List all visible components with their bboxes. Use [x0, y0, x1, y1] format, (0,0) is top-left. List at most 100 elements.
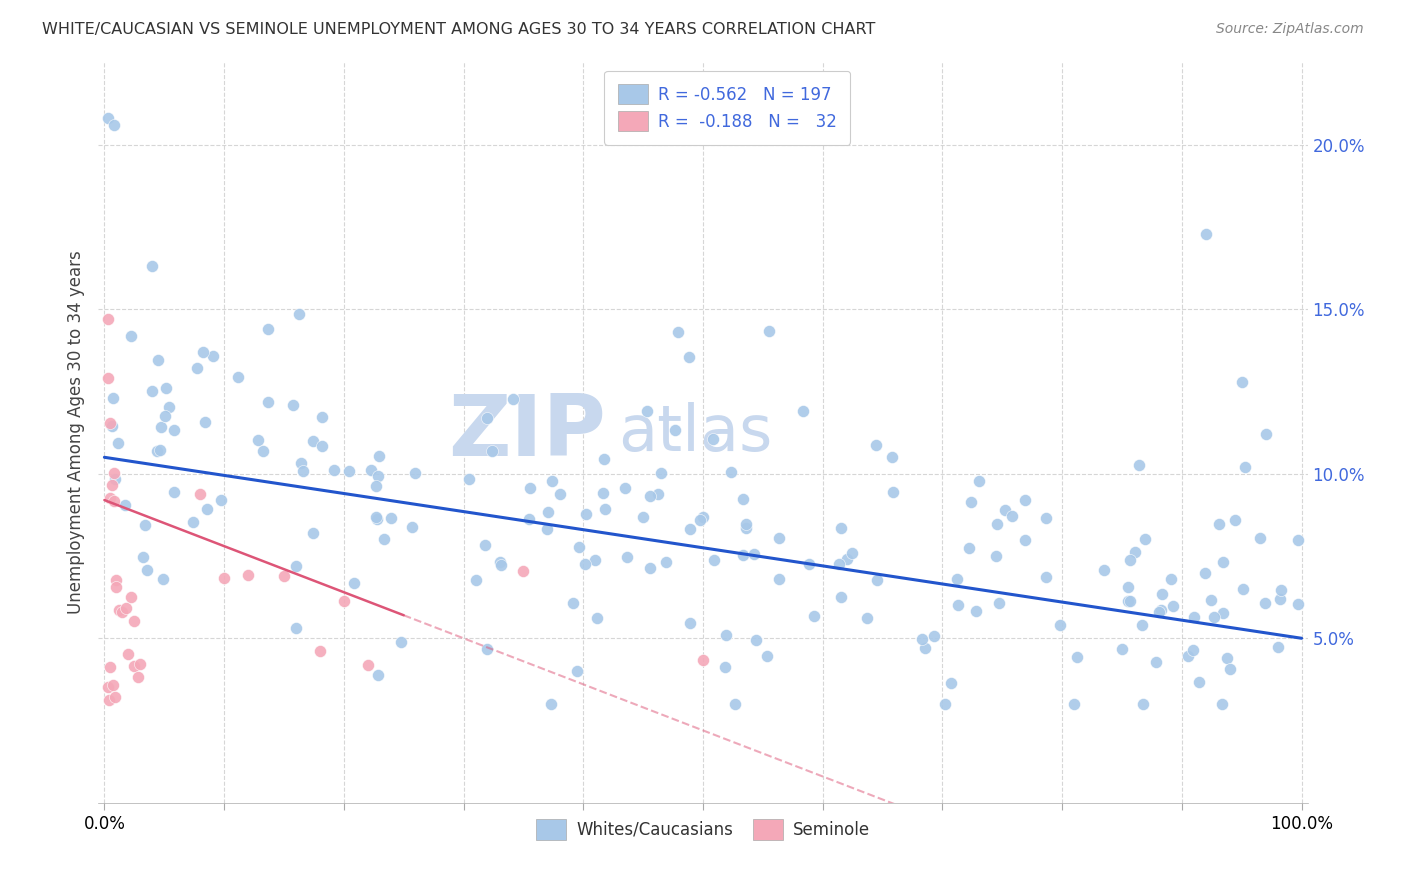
Point [105, 580, 128, 594]
Point [281, 399, 304, 413]
Point [768, 572, 790, 586]
Point [226, 369, 249, 384]
Point [103, 493, 125, 508]
Point [1219, 662, 1241, 676]
Point [1212, 607, 1234, 621]
Point [714, 628, 737, 642]
Point [104, 690, 127, 705]
Point [1150, 603, 1173, 617]
Point [149, 420, 172, 434]
Point [373, 532, 395, 546]
Point [141, 260, 163, 274]
Point [911, 632, 934, 646]
Text: WHITE/CAUCASIAN VS SEMINOLE UNEMPLOYMENT AMONG AGES 30 TO 34 YEARS CORRELATION C: WHITE/CAUCASIAN VS SEMINOLE UNEMPLOYMENT… [42, 22, 876, 37]
Point [323, 462, 346, 476]
Point [489, 555, 512, 569]
Point [583, 553, 606, 567]
Point [1160, 572, 1182, 586]
Point [1130, 618, 1153, 632]
Point [111, 605, 134, 619]
Point [1119, 594, 1142, 608]
Point [367, 469, 389, 483]
Point [666, 325, 689, 339]
Point [1212, 555, 1234, 569]
Point [97, 371, 120, 385]
Point [103, 466, 125, 480]
Point [163, 423, 186, 437]
Point [366, 509, 388, 524]
Point [117, 647, 139, 661]
Point [1119, 553, 1142, 567]
Point [257, 394, 280, 409]
Legend: Whites/Caucasians, Seminole: Whites/Caucasians, Seminole [529, 813, 877, 847]
Point [404, 467, 426, 481]
Point [100, 660, 122, 674]
Point [101, 418, 124, 433]
Point [1123, 545, 1146, 559]
Point [149, 442, 172, 457]
Point [273, 569, 295, 583]
Point [1204, 610, 1226, 624]
Point [735, 521, 758, 535]
Point [124, 615, 146, 629]
Point [1254, 427, 1277, 442]
Point [575, 507, 598, 521]
Point [288, 307, 311, 321]
Point [692, 509, 714, 524]
Point [713, 659, 735, 673]
Point [574, 558, 596, 572]
Point [537, 505, 560, 519]
Point [105, 573, 128, 587]
Point [1128, 458, 1150, 472]
Point [512, 564, 534, 578]
Point [100, 491, 122, 505]
Point [357, 658, 380, 673]
Point [655, 555, 678, 569]
Point [124, 658, 146, 673]
Point [368, 449, 391, 463]
Point [155, 381, 177, 395]
Point [195, 502, 218, 516]
Point [155, 409, 177, 423]
Point [733, 491, 755, 506]
Point [1181, 643, 1204, 657]
Point [1001, 509, 1024, 524]
Y-axis label: Unemployment Among Ages 30 to 34 years: Unemployment Among Ages 30 to 34 years [66, 251, 84, 615]
Point [360, 463, 382, 477]
Point [946, 598, 969, 612]
Point [914, 640, 936, 655]
Point [292, 464, 315, 478]
Point [965, 604, 987, 618]
Point [1254, 596, 1277, 610]
Point [835, 552, 858, 566]
Point [301, 434, 323, 448]
Point [934, 697, 956, 711]
Point [984, 549, 1007, 564]
Point [107, 435, 129, 450]
Point [613, 481, 636, 495]
Point [136, 563, 159, 577]
Point [988, 596, 1011, 610]
Point [1216, 651, 1239, 665]
Point [1249, 531, 1271, 545]
Point [856, 611, 879, 625]
Point [1230, 375, 1253, 389]
Point [540, 697, 562, 711]
Point [994, 502, 1017, 516]
Point [311, 439, 333, 453]
Point [689, 513, 711, 527]
Point [162, 485, 184, 500]
Point [302, 525, 325, 540]
Point [720, 465, 742, 479]
Point [841, 546, 863, 560]
Point [101, 678, 124, 692]
Text: ZIP: ZIP [449, 391, 606, 475]
Point [792, 404, 814, 418]
Point [1268, 591, 1291, 606]
Point [98, 693, 121, 707]
Point [1014, 533, 1036, 547]
Point [209, 493, 232, 508]
Point [186, 360, 208, 375]
Point [290, 457, 312, 471]
Point [1195, 227, 1218, 241]
